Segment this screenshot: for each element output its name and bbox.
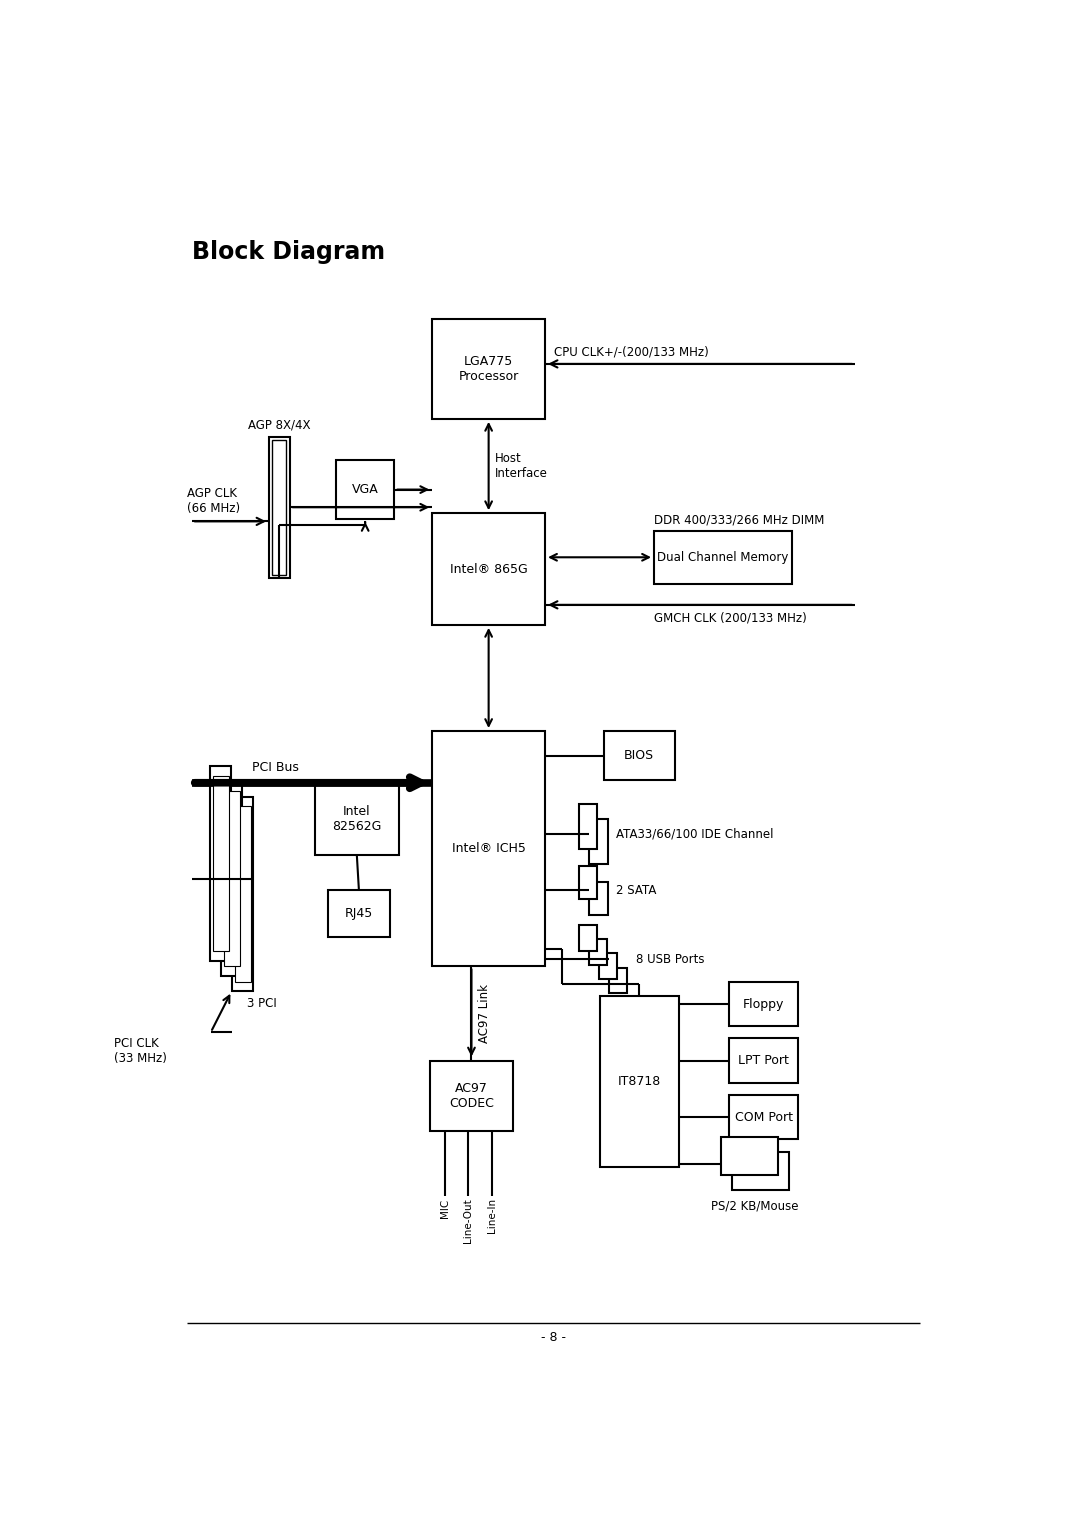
Text: GMCH CLK (200/133 MHz): GMCH CLK (200/133 MHz) — [653, 612, 807, 625]
Text: Host
Interface: Host Interface — [496, 453, 549, 480]
Bar — [729, 1095, 798, 1139]
Text: BIOS: BIOS — [624, 749, 654, 761]
Bar — [590, 820, 608, 864]
Bar — [732, 1153, 788, 1190]
Text: LGA775
Processor: LGA775 Processor — [459, 355, 518, 382]
Text: Floppy: Floppy — [743, 997, 784, 1011]
Bar — [221, 781, 242, 976]
Text: - 8 -: - 8 - — [541, 1332, 566, 1344]
Bar — [336, 460, 394, 518]
Bar — [224, 790, 240, 966]
Bar — [579, 925, 597, 951]
Bar — [432, 320, 545, 419]
Text: AC97 Link: AC97 Link — [478, 985, 491, 1043]
Text: Line-Out: Line-Out — [463, 1199, 473, 1243]
Bar — [653, 531, 792, 584]
Bar — [599, 995, 679, 1167]
Bar — [272, 440, 286, 575]
Bar — [609, 968, 627, 994]
Text: COM Port: COM Port — [734, 1110, 793, 1124]
Text: Line-In: Line-In — [487, 1199, 497, 1234]
Text: ATA33/66/100 IDE Channel: ATA33/66/100 IDE Channel — [617, 827, 773, 841]
Text: PCI CLK
(33 MHz): PCI CLK (33 MHz) — [114, 1037, 167, 1066]
Bar — [579, 804, 597, 849]
Text: IT8718: IT8718 — [618, 1075, 661, 1087]
Text: Dual Channel Memory: Dual Channel Memory — [658, 550, 788, 564]
Bar — [589, 939, 607, 965]
Text: Intel
82562G: Intel 82562G — [333, 806, 381, 833]
Text: LPT Port: LPT Port — [738, 1053, 789, 1067]
Text: PS/2 KB/Mouse: PS/2 KB/Mouse — [711, 1200, 798, 1212]
Bar — [315, 784, 399, 855]
Text: AGP CLK
(66 MHz): AGP CLK (66 MHz) — [187, 488, 240, 515]
Bar — [211, 766, 231, 960]
Bar — [729, 1038, 798, 1083]
Text: Intel® 865G: Intel® 865G — [449, 563, 527, 575]
Text: 2 SATA: 2 SATA — [617, 884, 657, 898]
Bar — [432, 731, 545, 966]
Text: AGP 8X/4X: AGP 8X/4X — [248, 419, 311, 431]
Bar — [721, 1138, 778, 1174]
Text: MIC: MIC — [440, 1199, 449, 1217]
Text: PCI Bus: PCI Bus — [253, 761, 299, 775]
Text: VGA: VGA — [352, 483, 379, 495]
Text: DDR 400/333/266 MHz DIMM: DDR 400/333/266 MHz DIMM — [653, 514, 824, 526]
Bar — [432, 514, 545, 625]
Bar — [269, 437, 289, 578]
Bar — [430, 1061, 513, 1131]
Text: Block Diagram: Block Diagram — [192, 240, 386, 265]
Bar — [234, 806, 251, 982]
Bar — [729, 982, 798, 1026]
Bar — [598, 954, 617, 980]
Bar — [232, 797, 253, 991]
Text: 3 PCI: 3 PCI — [246, 997, 276, 1011]
Bar — [579, 867, 597, 899]
Bar — [213, 775, 229, 951]
Bar — [590, 882, 608, 914]
Text: AC97
CODEC: AC97 CODEC — [449, 1083, 494, 1110]
Bar — [327, 890, 390, 937]
Text: CPU CLK+/-(200/133 MHz): CPU CLK+/-(200/133 MHz) — [554, 346, 708, 358]
Text: Intel® ICH5: Intel® ICH5 — [451, 842, 526, 855]
Text: RJ45: RJ45 — [345, 907, 373, 920]
Bar — [604, 731, 675, 780]
Text: 8 USB Ports: 8 USB Ports — [635, 953, 704, 966]
